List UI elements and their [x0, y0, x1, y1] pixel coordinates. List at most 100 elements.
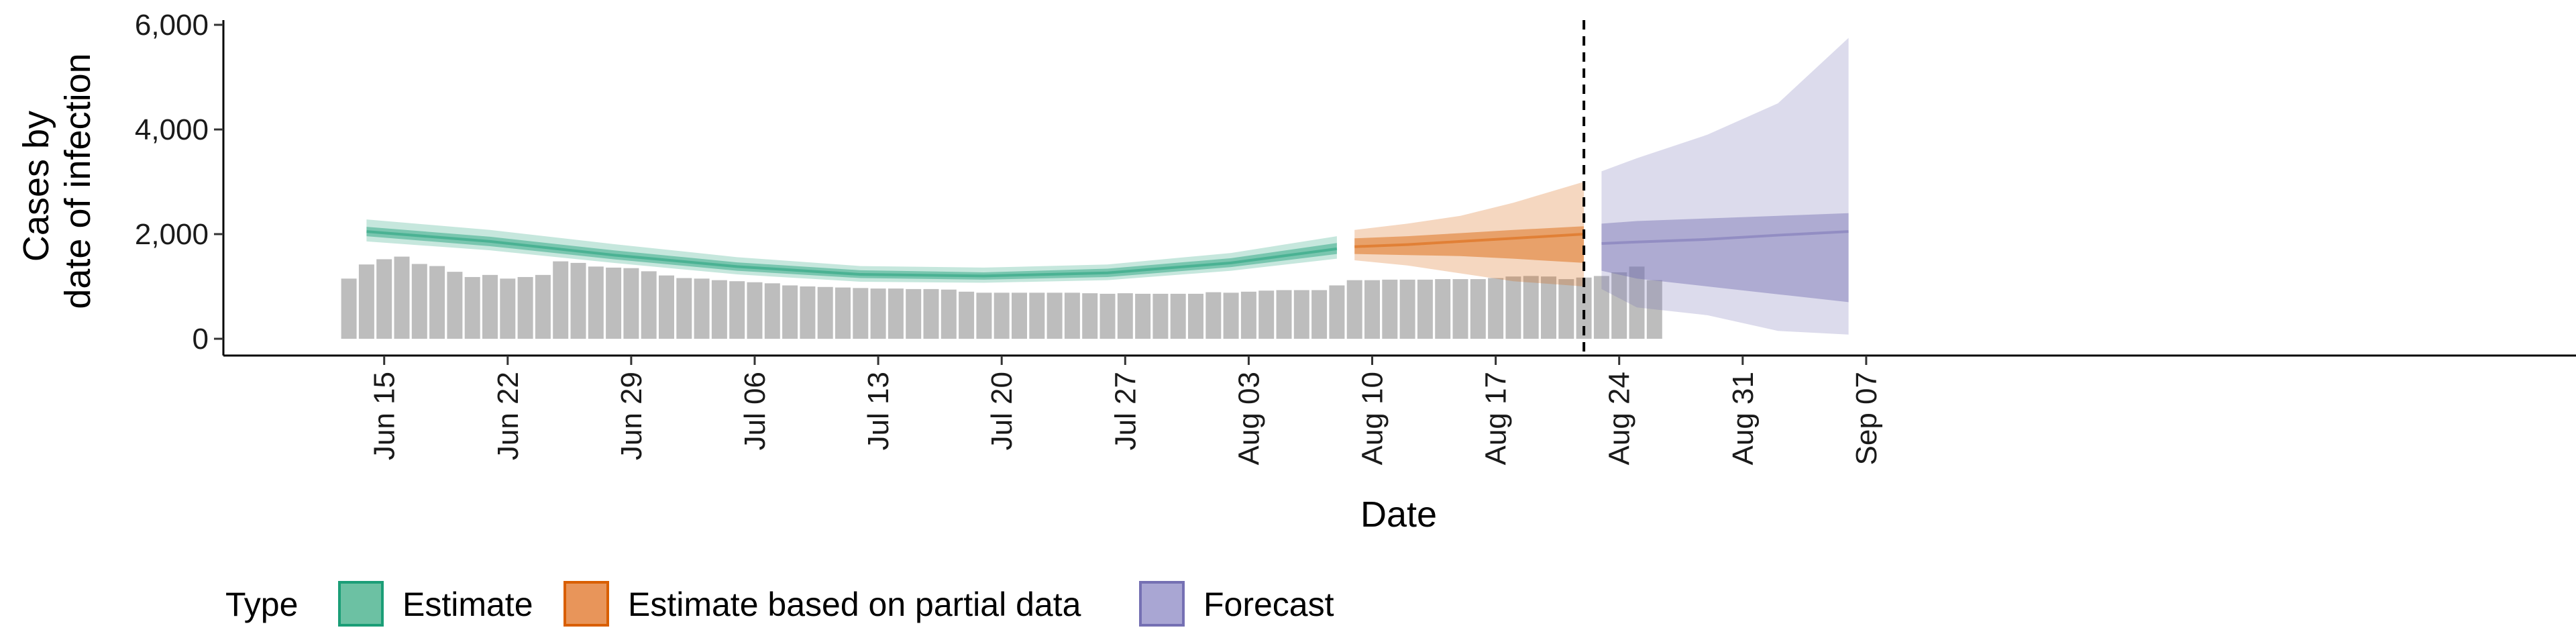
x-tick-label: Aug 10	[1356, 372, 1389, 465]
legend-key-forecast	[1139, 581, 1185, 627]
reported-case-bar	[1135, 293, 1151, 339]
legend-label-estimate: Estimate	[402, 586, 533, 623]
reported-case-bar	[394, 256, 410, 339]
reported-case-bar	[994, 292, 1010, 339]
reported-case-bar	[1046, 292, 1063, 339]
estimate-median-line	[366, 230, 1338, 278]
reported-case-bar	[1435, 279, 1451, 339]
reported-case-bar	[1488, 278, 1504, 339]
reported-case-bar	[1505, 276, 1521, 339]
reported-case-bar	[1364, 280, 1380, 339]
reported-case-bar	[464, 276, 480, 339]
reported-case-bar	[1399, 279, 1415, 339]
reported-case-bar	[800, 286, 816, 339]
reported-case-bar	[1152, 293, 1169, 339]
reported-case-bar	[1382, 279, 1398, 339]
y-tick-label: 2,000	[135, 218, 209, 251]
reported-case-bar	[482, 274, 498, 339]
reported-case-bar	[676, 278, 692, 339]
reported-case-bar	[1029, 292, 1045, 339]
reported-case-bar	[1646, 280, 1662, 339]
reported-case-bar	[959, 291, 975, 339]
y-tick-label: 6,000	[135, 9, 209, 42]
estimate-based-on-partial-data-outer-band	[1354, 182, 1585, 286]
reported-case-bar	[1346, 280, 1362, 339]
reported-case-bar	[1205, 292, 1222, 339]
reported-case-bar	[1329, 285, 1345, 339]
reported-case-bar	[1311, 290, 1328, 339]
reported-case-bar	[941, 289, 957, 339]
reported-case-bar	[588, 266, 604, 339]
reported-case-bar	[1293, 290, 1309, 339]
reported-case-bar	[641, 271, 657, 339]
reported-case-bar	[1452, 279, 1468, 339]
reported-case-bar	[1593, 276, 1609, 339]
reported-case-bar	[1541, 276, 1556, 339]
reported-case-bar	[1117, 293, 1133, 339]
reported-case-bar	[729, 281, 745, 339]
x-tick-label: Jul 20	[985, 372, 1018, 450]
reported-case-bar	[1417, 279, 1433, 339]
x-axis: Jun 15 Jun 22 Jun 29 Jul 06 Jul 13 Jul 20 Jul …	[223, 354, 2576, 465]
reported-case-bar	[1470, 279, 1486, 339]
y-tick-label: 0	[193, 323, 209, 356]
legend: Type Estimate Estimate based on partial …	[225, 581, 1334, 627]
legend-label-partial: Estimate based on partial data	[628, 586, 1081, 623]
reported-case-bar	[1012, 292, 1027, 339]
reported-case-bar	[623, 268, 639, 339]
reported-case-bar	[376, 259, 392, 339]
reported-case-bar	[1170, 293, 1186, 339]
estimate-bands	[366, 38, 1849, 335]
reported-case-bar	[1523, 276, 1539, 339]
reported-case-bar	[1611, 272, 1627, 339]
reported-case-bar	[358, 264, 374, 339]
reported-case-bar	[906, 288, 922, 339]
reported-case-bar	[1629, 266, 1645, 339]
reported-case-bar	[1223, 292, 1239, 339]
reported-case-bar	[1258, 290, 1275, 339]
y-axis-title: Cases by date of infection	[16, 53, 98, 309]
reported-case-bar	[553, 261, 569, 339]
x-tick-label: Aug 31	[1727, 372, 1760, 465]
reported-case-bar	[1064, 292, 1080, 339]
reported-case-bar	[1188, 293, 1203, 339]
reported-case-bar	[888, 288, 904, 339]
reported-case-bar	[429, 266, 445, 339]
reported-case-bar	[870, 288, 886, 339]
reported-case-bar	[1099, 293, 1116, 339]
reported-case-bar	[1276, 290, 1292, 339]
forecast-outer-band	[1601, 38, 1849, 335]
reported-case-bar	[447, 272, 463, 339]
x-tick-label: Jul 06	[739, 372, 771, 450]
reported-case-bar	[1576, 277, 1592, 339]
x-tick-label: Aug 03	[1232, 372, 1265, 465]
reported-case-bar	[817, 286, 833, 339]
reported-case-bar	[782, 285, 798, 339]
reported-case-bar	[500, 278, 516, 339]
forecast-median-line	[1601, 230, 1849, 246]
estimate-outer-band	[366, 219, 1337, 283]
y-axis-title-line-2: date of infection	[58, 53, 98, 309]
reported-case-bar	[835, 287, 851, 339]
x-tick-label: Sep 07	[1850, 372, 1883, 465]
x-tick-label: Jun 15	[368, 372, 401, 460]
reported-case-bar	[659, 275, 674, 339]
y-tick-label: 4,000	[135, 113, 209, 146]
reported-case-bar	[747, 282, 763, 339]
reported-case-bar	[923, 288, 939, 339]
estimate-based-on-partial-data-median-line	[1354, 233, 1585, 248]
reported-case-bar	[1558, 279, 1574, 339]
reported-case-bar	[517, 276, 533, 339]
legend-label-forecast: Forecast	[1203, 586, 1334, 623]
reported-case-bar	[853, 288, 869, 339]
reported-case-bar	[570, 262, 586, 339]
x-tick-label: Aug 24	[1603, 372, 1636, 465]
legend-title: Type	[225, 586, 298, 623]
reported-case-bar	[535, 274, 551, 339]
reported-case-bar	[1082, 293, 1098, 339]
estimate-based-on-partial-data-inner-band	[1354, 226, 1585, 263]
reported-case-bar	[411, 264, 427, 339]
reported-case-bar	[711, 280, 727, 339]
reported-case-bar	[694, 278, 710, 339]
